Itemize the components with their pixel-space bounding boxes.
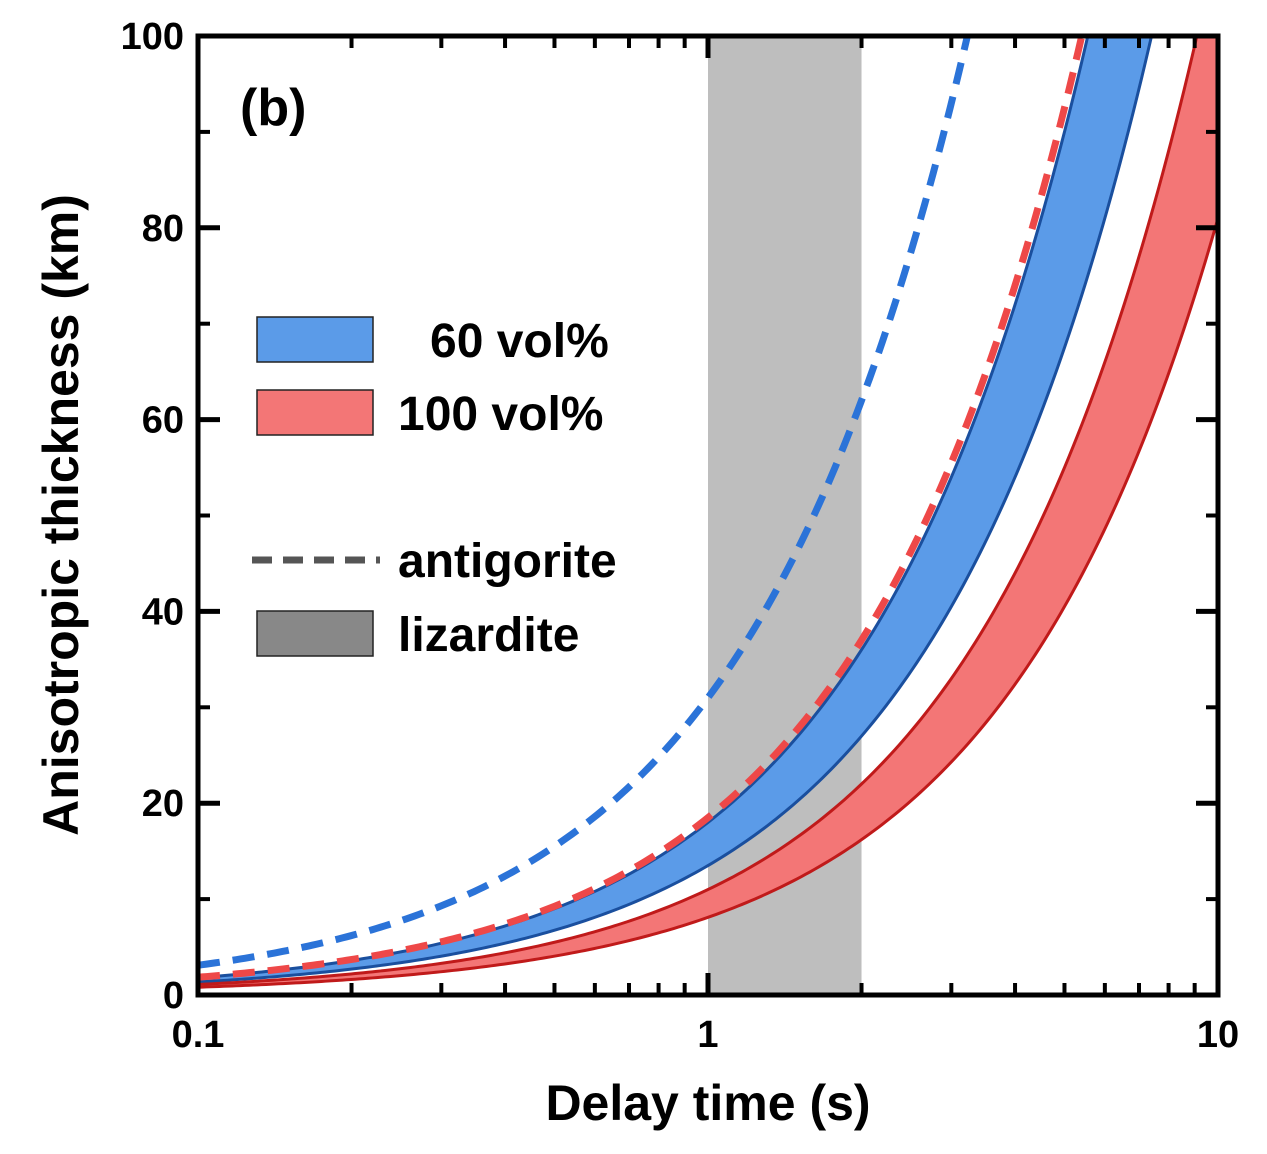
panel-label: (b) xyxy=(240,79,306,137)
series-band-0-lower-line xyxy=(198,36,1154,984)
legend-label-1: 100 vol% xyxy=(398,388,603,441)
y-axis-label: Anisotropic thickness (km) xyxy=(33,194,89,836)
x-tick-label: 1 xyxy=(697,1014,718,1056)
x-tick-label: 0.1 xyxy=(172,1014,225,1056)
series-band-0 xyxy=(198,36,1152,983)
series-band-1-upper-line xyxy=(198,36,1199,986)
legend-swatch-1 xyxy=(256,389,374,436)
y-tick-label: 60 xyxy=(142,400,184,442)
legend: 60 vol% 100 vol% antigorite lizardite xyxy=(252,315,617,662)
legend-label-2: antigorite xyxy=(398,535,617,588)
legend-label-3: lizardite xyxy=(398,609,579,662)
y-tick-label: 100 xyxy=(121,16,184,58)
y-tick-label: 80 xyxy=(142,208,184,250)
series-band-0-upper-line xyxy=(198,36,1090,980)
series-dashed-3 xyxy=(198,36,1086,981)
plot-area xyxy=(198,36,1218,995)
y-tick-label: 40 xyxy=(142,591,184,633)
y-tick-label: 20 xyxy=(142,783,184,825)
legend-label-0: 60 vol% xyxy=(430,315,609,368)
series-band-1-lower-line xyxy=(198,217,1218,989)
x-tick-label: 10 xyxy=(1197,1014,1239,1056)
x-axis-label: Delay time (s) xyxy=(545,1075,870,1131)
legend-swatch-0 xyxy=(256,316,374,363)
legend-swatch-3 xyxy=(256,610,374,657)
y-tick-label: 0 xyxy=(163,975,184,1017)
